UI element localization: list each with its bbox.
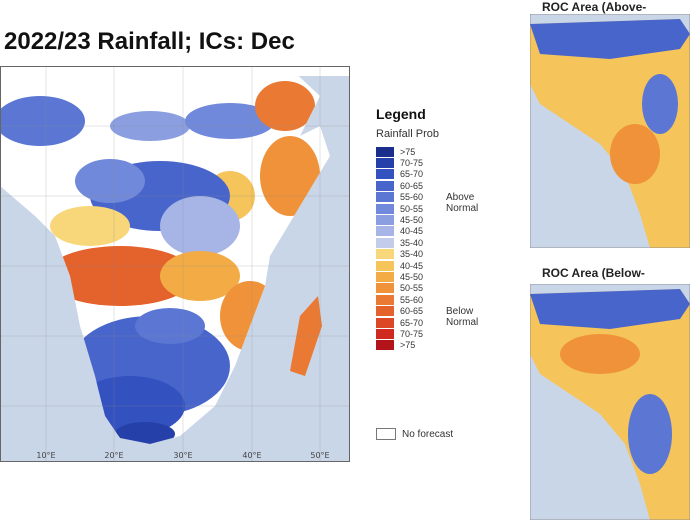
legend-item-label: 60-65: [400, 306, 424, 317]
no-forecast-swatch: [376, 428, 396, 440]
legend-item-label: 45-50: [400, 271, 424, 282]
main-forecast-map: 10°E 20°E 30°E 40°E 50°E: [0, 66, 350, 462]
lon-tick: 50°E: [310, 451, 329, 460]
lon-tick: 40°E: [242, 451, 261, 460]
legend-item-label: 65-70: [400, 169, 424, 180]
legend-item-label: 40-45: [400, 260, 424, 271]
legend-item: 50-55: [376, 283, 516, 294]
roc-below-title: ROC Area (Below-: [542, 266, 645, 280]
legend-swatch: [376, 328, 394, 339]
lon-tick: 10°E: [36, 451, 55, 460]
legend-swatch: [376, 226, 394, 237]
legend-item: 35-40: [376, 237, 516, 248]
legend-swatch: [376, 146, 394, 157]
legend-item: 40-45: [376, 226, 516, 237]
below-normal-label: Below Normal: [446, 306, 479, 328]
roc-above-map: [530, 14, 690, 248]
legend-item-label: 35-40: [400, 249, 424, 260]
above-normal-label: Above Normal: [446, 192, 479, 214]
legend-swatch: [376, 158, 394, 169]
map-title: 2022/23 Rainfall; ICs: Dec: [4, 28, 295, 55]
roc-below-map: [530, 284, 690, 520]
legend-title: Legend: [376, 106, 426, 122]
legend-item-label: 70-75: [400, 328, 424, 339]
legend-swatch: [376, 271, 394, 282]
legend-swatch: [376, 340, 394, 351]
legend-item-label: 60-65: [400, 180, 424, 191]
legend-item-label: 55-60: [400, 192, 424, 203]
legend: Legend Rainfall Prob >75 70-75 65-70 60-65 5…: [376, 106, 516, 351]
legend-item-label: 70-75: [400, 158, 424, 169]
no-forecast-key: No forecast: [376, 428, 453, 440]
roc-above-title: ROC Area (Above-: [542, 0, 647, 14]
legend-swatch: [376, 180, 394, 191]
legend-swatch: [376, 203, 394, 214]
legend-swatch: [376, 294, 394, 305]
legend-item-label: 55-60: [400, 294, 424, 305]
legend-item: 55-60: [376, 192, 516, 203]
legend-swatch: [376, 260, 394, 271]
legend-item: 55-60: [376, 294, 516, 305]
legend-item: 40-45: [376, 260, 516, 271]
lon-tick: 30°E: [173, 451, 192, 460]
legend-item: 50-55: [376, 203, 516, 214]
legend-item-label: 65-70: [400, 317, 424, 328]
legend-item: 60-65: [376, 305, 516, 317]
legend-item-label: 50-55: [400, 283, 424, 294]
legend-item-label: 50-55: [400, 203, 424, 214]
legend-swatch: [376, 215, 394, 226]
legend-item: >75: [376, 340, 516, 351]
legend-swatch: [376, 306, 394, 317]
legend-item: 35-40: [376, 249, 516, 260]
legend-item: 70-75: [376, 328, 516, 339]
legend-swatch: [376, 249, 394, 260]
legend-item-label: >75: [400, 146, 416, 157]
lon-tick: 20°E: [104, 451, 123, 460]
legend-swatch: [376, 317, 394, 328]
legend-item: 45-50: [376, 214, 516, 226]
legend-item: 65-70: [376, 169, 516, 180]
legend-item-label: 40-45: [400, 226, 424, 237]
legend-item: 45-50: [376, 271, 516, 282]
legend-item: >75: [376, 146, 516, 157]
legend-item-label: >75: [400, 340, 416, 351]
legend-subtitle: Rainfall Prob: [376, 128, 439, 140]
legend-swatch: [376, 192, 394, 203]
legend-item: 70-75: [376, 157, 516, 169]
legend-item: 65-70: [376, 317, 516, 328]
legend-rows: >75 70-75 65-70 60-65 55-60 50-55 45-50 40-45 35…: [376, 146, 516, 351]
legend-item-label: 45-50: [400, 215, 424, 226]
legend-item-label: 35-40: [400, 237, 424, 248]
legend-swatch: [376, 283, 394, 294]
legend-swatch: [376, 237, 394, 248]
legend-swatch: [376, 169, 394, 180]
legend-item: 60-65: [376, 180, 516, 191]
no-forecast-label: No forecast: [402, 428, 454, 440]
